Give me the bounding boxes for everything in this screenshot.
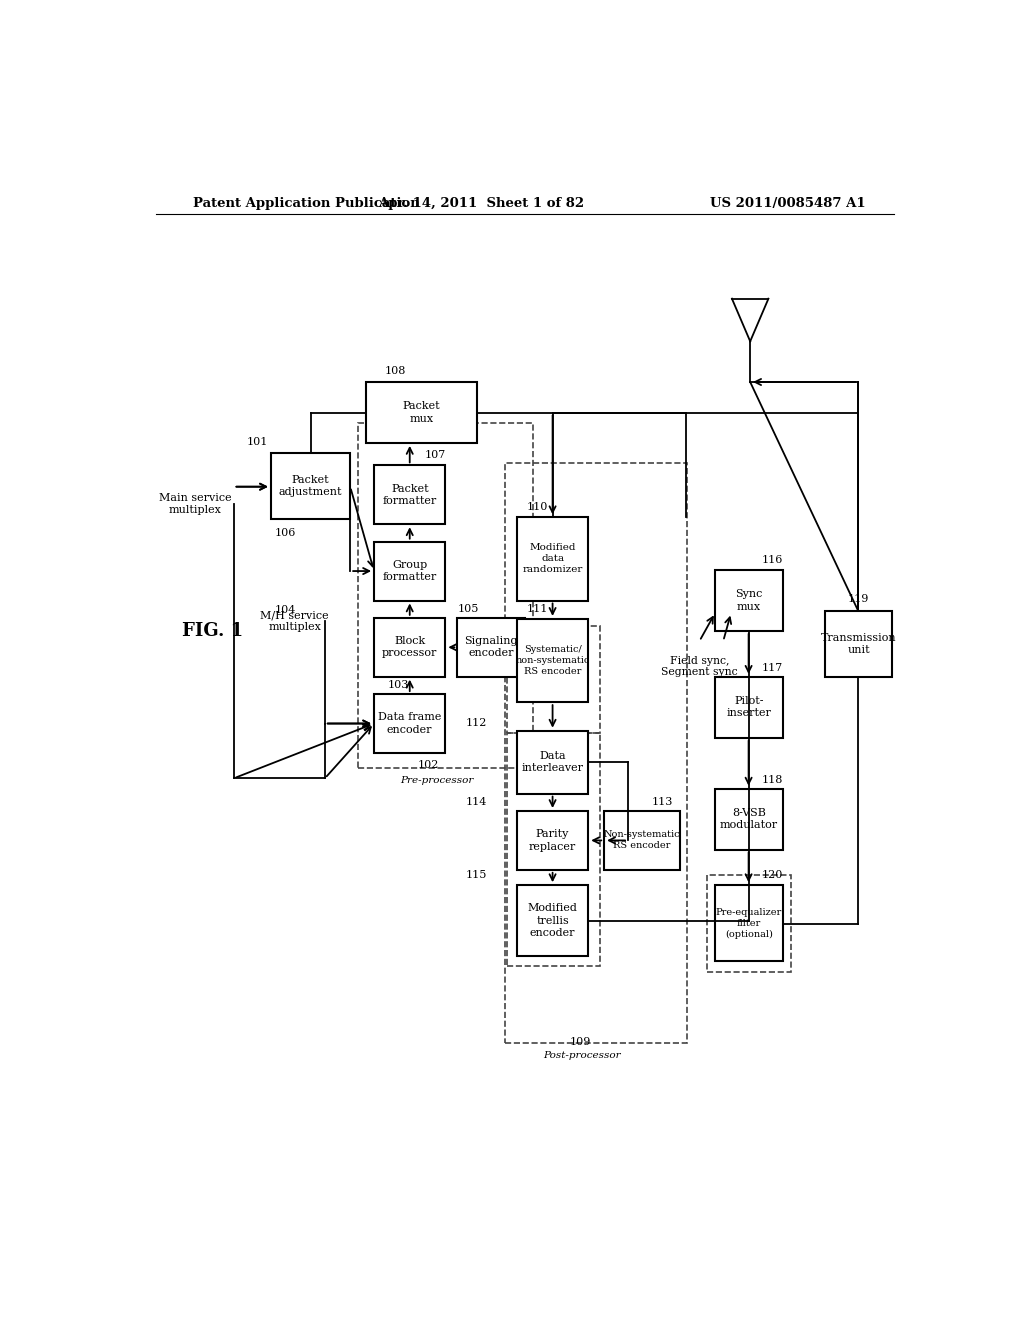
Text: 114: 114 bbox=[465, 797, 486, 807]
FancyBboxPatch shape bbox=[715, 570, 782, 631]
FancyBboxPatch shape bbox=[715, 677, 782, 738]
FancyBboxPatch shape bbox=[517, 619, 588, 702]
Text: Packet
formatter: Packet formatter bbox=[383, 483, 437, 506]
Text: Sync
mux: Sync mux bbox=[735, 589, 763, 611]
Text: 108: 108 bbox=[384, 366, 406, 376]
Text: 106: 106 bbox=[274, 528, 296, 537]
Text: 120: 120 bbox=[761, 870, 782, 880]
Text: 103: 103 bbox=[387, 680, 409, 690]
Text: 107: 107 bbox=[425, 450, 446, 461]
FancyBboxPatch shape bbox=[604, 810, 680, 870]
Text: 105: 105 bbox=[458, 603, 479, 614]
FancyBboxPatch shape bbox=[374, 694, 445, 752]
FancyBboxPatch shape bbox=[517, 886, 588, 956]
FancyBboxPatch shape bbox=[517, 517, 588, 601]
Text: 111: 111 bbox=[526, 603, 548, 614]
Text: US 2011/0085487 A1: US 2011/0085487 A1 bbox=[711, 197, 866, 210]
Text: 113: 113 bbox=[652, 797, 673, 807]
Text: 117: 117 bbox=[761, 663, 782, 673]
Text: 102: 102 bbox=[418, 760, 439, 771]
Text: Pilot-
inserter: Pilot- inserter bbox=[727, 696, 771, 718]
Text: Group
formatter: Group formatter bbox=[383, 560, 437, 582]
Text: 116: 116 bbox=[761, 554, 782, 565]
Text: Parity
replacer: Parity replacer bbox=[529, 829, 577, 851]
Text: FIG. 1: FIG. 1 bbox=[182, 622, 243, 640]
Text: 112: 112 bbox=[465, 718, 486, 727]
Text: Non-systematic
RS encoder: Non-systematic RS encoder bbox=[603, 830, 680, 850]
Text: Patent Application Publication: Patent Application Publication bbox=[194, 197, 420, 210]
Text: Signaling
encoder: Signaling encoder bbox=[464, 636, 518, 659]
FancyBboxPatch shape bbox=[374, 466, 445, 524]
Text: 101: 101 bbox=[247, 437, 267, 447]
FancyBboxPatch shape bbox=[715, 788, 782, 850]
FancyBboxPatch shape bbox=[367, 381, 477, 444]
FancyBboxPatch shape bbox=[458, 618, 524, 677]
Text: Packet
adjustment: Packet adjustment bbox=[279, 475, 342, 498]
Text: Block
processor: Block processor bbox=[382, 636, 437, 659]
Text: Main service
multiplex: Main service multiplex bbox=[159, 494, 231, 515]
Text: Data
interleaver: Data interleaver bbox=[521, 751, 584, 774]
Text: Post-processor: Post-processor bbox=[543, 1051, 621, 1060]
FancyBboxPatch shape bbox=[517, 810, 588, 870]
FancyBboxPatch shape bbox=[374, 541, 445, 601]
Text: Apr. 14, 2011  Sheet 1 of 82: Apr. 14, 2011 Sheet 1 of 82 bbox=[378, 197, 585, 210]
Text: Modified
data
randomizer: Modified data randomizer bbox=[522, 544, 583, 574]
FancyBboxPatch shape bbox=[270, 453, 350, 519]
Text: Pre-equalizer
filter
(optional): Pre-equalizer filter (optional) bbox=[716, 908, 782, 939]
FancyBboxPatch shape bbox=[374, 618, 445, 677]
Text: 104: 104 bbox=[274, 605, 296, 615]
Text: Field sync,
Segment sync: Field sync, Segment sync bbox=[662, 656, 737, 677]
Text: Transmission
unit: Transmission unit bbox=[820, 632, 896, 655]
Text: Modified
trellis
encoder: Modified trellis encoder bbox=[527, 903, 578, 939]
Text: 8-VSB
modulator: 8-VSB modulator bbox=[720, 808, 778, 830]
Text: 118: 118 bbox=[761, 775, 782, 784]
FancyBboxPatch shape bbox=[824, 611, 892, 677]
Text: Pre-processor: Pre-processor bbox=[400, 776, 473, 785]
Text: 109: 109 bbox=[569, 1036, 591, 1047]
FancyBboxPatch shape bbox=[715, 886, 782, 961]
Text: 119: 119 bbox=[848, 594, 868, 603]
Text: Packet
mux: Packet mux bbox=[402, 401, 440, 424]
Text: 115: 115 bbox=[465, 870, 486, 880]
Text: Systematic/
non-systematic
RS encoder: Systematic/ non-systematic RS encoder bbox=[515, 645, 590, 676]
Text: M/H service
multiplex: M/H service multiplex bbox=[260, 610, 329, 632]
Text: Data frame
encoder: Data frame encoder bbox=[378, 713, 441, 735]
Text: 110: 110 bbox=[526, 502, 548, 512]
FancyBboxPatch shape bbox=[517, 731, 588, 793]
